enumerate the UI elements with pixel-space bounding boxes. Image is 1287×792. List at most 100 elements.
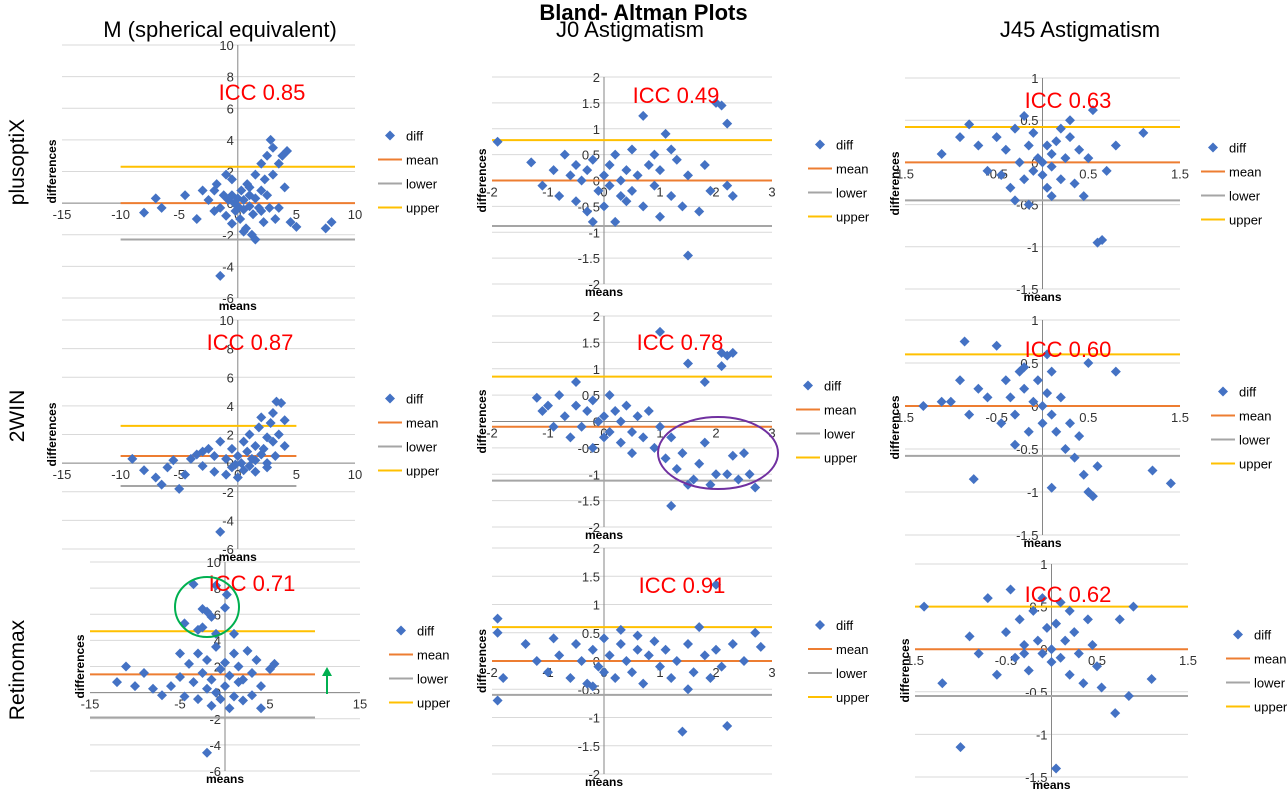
panel4-y-tick-label: -2 [222,485,234,500]
panel9-data-point [1123,691,1134,702]
panel9-data-point [1046,644,1057,655]
panel4-data-point [156,479,167,490]
panel6-legend-diff-marker [1218,386,1228,397]
panel2-data-point [643,159,654,170]
panel2-data-point [632,170,643,181]
panel1-data-point [150,193,161,204]
panel5-data-point [727,347,738,358]
panel9-data-point [1064,669,1075,680]
panel7-data-point [157,690,167,701]
panel4-legend-upper-label: upper [406,464,440,479]
panel6-data-point [936,396,947,407]
panel8-y-tick-label: 1 [593,598,600,613]
panel5-y-axis-title: differences [475,389,489,453]
panel2-legend-diff-marker [815,139,825,150]
panel6-data-point [1046,482,1057,493]
panel1-data-point [291,221,302,232]
column-title-j0: J0 Astigmatism [556,17,704,42]
panel9-data-point [1051,763,1062,774]
panel9-data-point [1051,618,1062,629]
panel4-data-point [256,412,267,423]
panel4-data-point [221,453,232,464]
panel3-data-point [1069,178,1080,189]
panel7-icc-annotation: ICC 0.71 [209,571,296,596]
panel8-x-tick-label: 3 [768,665,775,680]
panel8-data-point [688,667,699,678]
panel4-data-point [215,436,226,447]
panel5-data-point [627,448,637,459]
panel7-y-tick-label: 10 [207,555,221,570]
panel1-data-point [265,134,276,145]
panel5-data-point [593,416,604,427]
panel5-data-point [705,479,716,490]
panel5-data-point [694,458,705,469]
panel6-data-point [1010,409,1020,420]
panel5-data-point [666,432,677,443]
panel7-data-point [193,648,203,659]
panel9-data-point [937,678,948,689]
panel9-data-point [955,742,966,753]
panel7-data-point [242,645,253,656]
panel2-y-tick-label: 1.5 [582,96,600,111]
panel2-icc-annotation: ICC 0.49 [633,83,720,108]
panel4-data-point [265,418,276,429]
panel2-data-point [604,159,615,170]
panel6-legend-upper-label: upper [1239,457,1273,472]
panel7-data-point [251,654,262,665]
panel3-data-point [991,132,1002,143]
panel6-data-point [973,383,984,394]
panel3-data-point [982,165,993,176]
panel7-x-tick-label: -5 [174,697,186,712]
panel9-x-axis-title: means [1032,778,1070,792]
panel6-data-point [1078,469,1089,480]
panel5-data-point [750,482,761,493]
panel3-legend-mean-label: mean [1229,165,1262,180]
panel9-data-point [1001,627,1011,638]
panel7-data-point [130,681,140,692]
panel3-data-point [1000,144,1011,155]
panel7-data-point [211,641,221,652]
panel9-data-point [991,669,1002,680]
panel6-data-point [1005,392,1016,403]
panel1-data-point [215,270,226,281]
panel7-data-point [220,681,230,692]
panel9-x-tick-label: 0.5 [1088,653,1106,668]
panel2-x-tick-label: -1 [542,185,554,200]
panel8-data-point [750,627,761,638]
panel6-data-point [1042,349,1053,360]
panel6-data-point [1000,375,1011,386]
panel1-y-tick-label: 6 [227,101,234,116]
panel7-data-point [211,580,221,591]
panel2-data-point [683,170,693,181]
panel2-data-point [722,180,733,191]
panel1-data-point [256,185,267,196]
panel8-data-point [615,639,626,650]
panel8-data-point [660,644,671,655]
panel7-data-point [175,671,185,682]
panel5-data-point [643,405,654,416]
panel9-y-axis-title: differences [898,638,912,702]
panel5-data-point [660,453,671,464]
panel3-data-point [1037,157,1048,168]
panel4-data-point [250,466,261,477]
panel5-data-point [655,326,665,337]
panel6-x-tick-label: 1.5 [896,410,914,425]
panel1-data-point [221,169,232,180]
panel8-data-point [649,636,660,647]
panel5-legend-mean-label: mean [824,403,857,418]
panel8-data-point [492,627,503,638]
panel1-legend-lower-label: lower [406,177,438,192]
panel1-data-point [226,174,237,185]
panel6-data-point [1046,409,1057,420]
panel7-data-point [220,602,230,613]
panel5-data-point [576,421,587,432]
panel2-data-point [593,185,604,196]
panel9-data-point [1087,639,1098,650]
panel3-data-point [1101,165,1112,176]
panel7-data-point [175,648,185,659]
panel8-data-point [638,678,649,689]
panel5-data-point [699,376,710,387]
panel7-data-point [166,681,176,692]
panel2-data-point [660,128,671,139]
panel8-data-point [531,656,542,666]
